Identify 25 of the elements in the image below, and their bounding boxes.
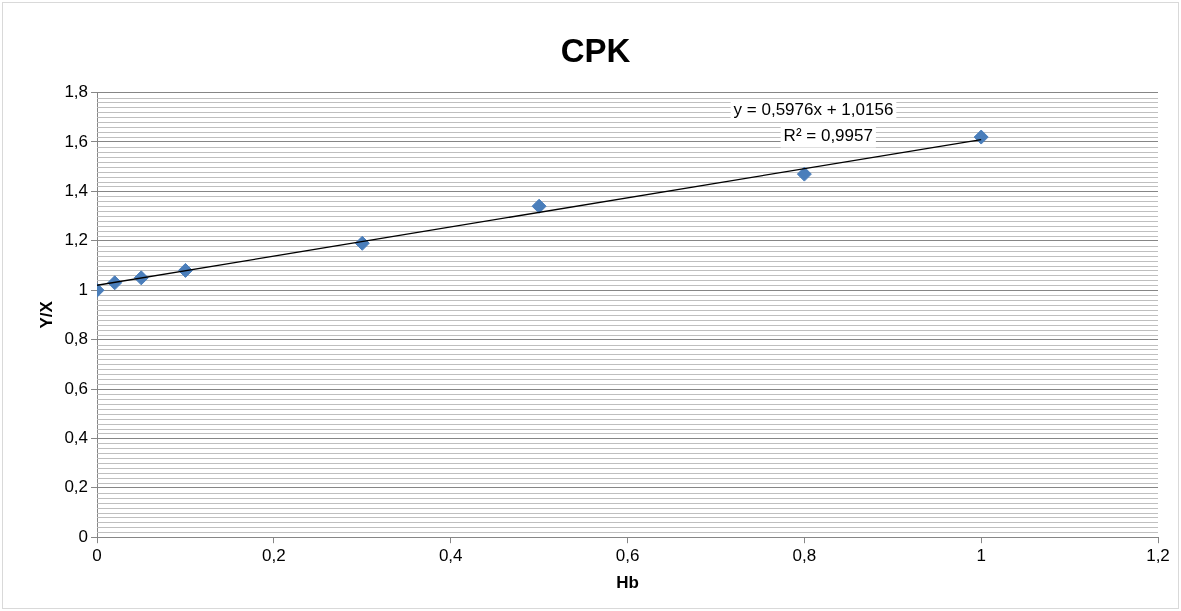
chart-title: CPK — [560, 31, 631, 69]
annotation: R² = 0,9957 — [783, 126, 873, 146]
point — [796, 166, 812, 182]
annotation: y = 0,5976x + 1,0156 — [733, 100, 894, 120]
x-tick-label: 0 — [92, 546, 102, 566]
y-axis-title: Y/X — [36, 300, 56, 329]
point — [531, 198, 547, 214]
point — [973, 129, 989, 145]
x-tick-label: 0,6 — [615, 546, 640, 566]
y-tick-label: 0,6 — [64, 378, 89, 398]
y-tick-label: 0 — [78, 526, 89, 546]
x-tick-label: 1 — [976, 546, 986, 566]
x-tick-label: 0,4 — [438, 546, 463, 566]
y-tick-label: 0,2 — [64, 477, 89, 497]
y-tick-label: 1,8 — [64, 82, 89, 102]
y-tick-label: 0,4 — [64, 428, 89, 448]
y-tick-label: 1,2 — [64, 230, 89, 250]
y-tick-label: 1,4 — [64, 181, 89, 201]
y-tick-label: 0,8 — [64, 329, 89, 349]
y-tick-label: 1 — [78, 279, 89, 299]
x-tick-label: 0,2 — [262, 546, 286, 566]
x-tick-label: 1,2 — [1146, 546, 1170, 566]
x-tick-label: 0,8 — [792, 546, 817, 566]
x-axis-title: Hb — [616, 573, 639, 593]
y-tick-label: 1,6 — [64, 131, 89, 151]
